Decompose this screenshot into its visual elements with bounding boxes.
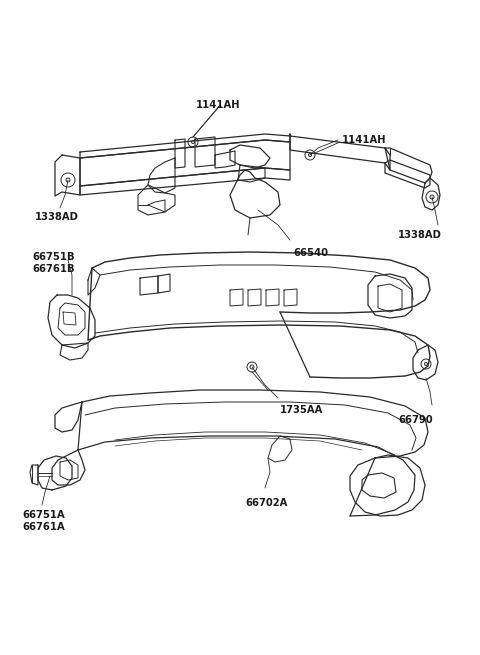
- Circle shape: [250, 365, 254, 369]
- Circle shape: [66, 178, 70, 182]
- Circle shape: [424, 362, 428, 365]
- Text: 66790: 66790: [398, 415, 432, 425]
- Text: 1735AA: 1735AA: [280, 405, 324, 415]
- Text: 1338AD: 1338AD: [35, 212, 79, 222]
- Text: 1141AH: 1141AH: [342, 135, 386, 145]
- Circle shape: [309, 153, 312, 157]
- Text: 66751B
66761B: 66751B 66761B: [32, 252, 74, 274]
- Text: 1338AD: 1338AD: [398, 230, 442, 240]
- Text: 66751A
66761A: 66751A 66761A: [22, 510, 65, 532]
- Text: 1141AH: 1141AH: [196, 100, 240, 110]
- Circle shape: [192, 141, 194, 143]
- Text: 66540: 66540: [293, 248, 328, 258]
- Text: 66702A: 66702A: [245, 498, 288, 508]
- Circle shape: [430, 195, 434, 199]
